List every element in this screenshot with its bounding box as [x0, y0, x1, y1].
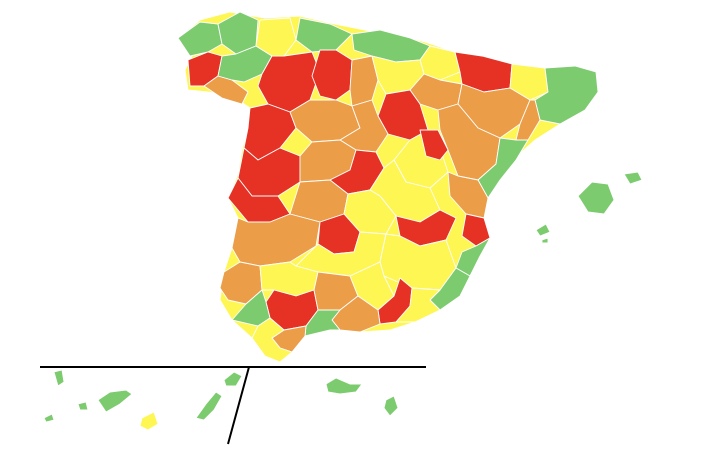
region-valencia-orange[interactable] [447, 171, 489, 219]
island-alboran-west[interactable] [325, 377, 363, 395]
region-malaga-green[interactable] [304, 309, 341, 337]
island-fuerteventura[interactable] [195, 391, 223, 421]
island-menorca[interactable] [623, 171, 643, 185]
island-mallorca[interactable] [577, 181, 615, 215]
region-palencia-red[interactable] [311, 49, 353, 101]
island-lanzarote[interactable] [223, 371, 243, 387]
region-almeria-yellow[interactable] [395, 287, 441, 323]
region-castellon-green[interactable] [477, 137, 529, 199]
region-aragon-north-yellow[interactable] [509, 63, 549, 101]
inset-border-diagonal [227, 366, 250, 445]
island-gran-canaria[interactable] [139, 411, 159, 431]
island-alboran-east[interactable] [383, 395, 399, 417]
island-la-gomera[interactable] [77, 401, 89, 411]
region-cadiz-yellow[interactable] [251, 317, 293, 363]
region-catalonia-green[interactable] [534, 65, 599, 125]
island-la-palma[interactable] [53, 369, 65, 387]
region-zaragoza-red[interactable] [419, 129, 449, 161]
island-el-hierro[interactable] [43, 413, 55, 423]
island-ibiza[interactable] [535, 223, 551, 237]
island-formentera[interactable] [541, 237, 549, 244]
island-tenerife[interactable] [97, 389, 133, 413]
